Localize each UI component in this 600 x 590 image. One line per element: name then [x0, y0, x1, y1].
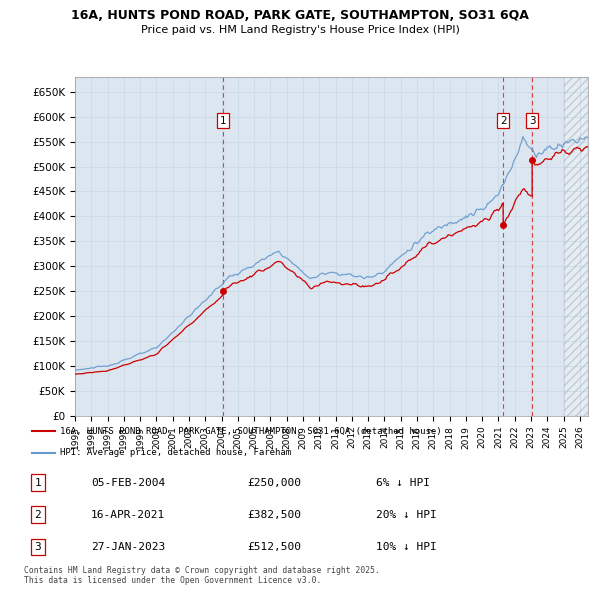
Text: £250,000: £250,000: [247, 478, 301, 488]
Text: 05-FEB-2004: 05-FEB-2004: [91, 478, 165, 488]
Text: 20% ↓ HPI: 20% ↓ HPI: [376, 510, 436, 520]
Text: Price paid vs. HM Land Registry's House Price Index (HPI): Price paid vs. HM Land Registry's House …: [140, 25, 460, 35]
Text: 2: 2: [500, 116, 506, 126]
Text: 6% ↓ HPI: 6% ↓ HPI: [376, 478, 430, 488]
Text: 1: 1: [35, 478, 41, 488]
Text: 3: 3: [35, 542, 41, 552]
Text: 2: 2: [35, 510, 41, 520]
Text: 16A, HUNTS POND ROAD, PARK GATE, SOUTHAMPTON, SO31 6QA: 16A, HUNTS POND ROAD, PARK GATE, SOUTHAM…: [71, 9, 529, 22]
Text: £382,500: £382,500: [247, 510, 301, 520]
Text: 27-JAN-2023: 27-JAN-2023: [91, 542, 165, 552]
Bar: [563, 77, 588, 416]
Text: £512,500: £512,500: [247, 542, 301, 552]
Text: HPI: Average price, detached house, Fareham: HPI: Average price, detached house, Fare…: [60, 448, 292, 457]
Text: Contains HM Land Registry data © Crown copyright and database right 2025.
This d: Contains HM Land Registry data © Crown c…: [24, 566, 380, 585]
Text: 16-APR-2021: 16-APR-2021: [91, 510, 165, 520]
Text: 3: 3: [529, 116, 535, 126]
Text: 1: 1: [220, 116, 226, 126]
Text: 10% ↓ HPI: 10% ↓ HPI: [376, 542, 436, 552]
Text: 16A, HUNTS POND ROAD, PARK GATE, SOUTHAMPTON, SO31 6QA (detached house): 16A, HUNTS POND ROAD, PARK GATE, SOUTHAM…: [60, 427, 442, 436]
